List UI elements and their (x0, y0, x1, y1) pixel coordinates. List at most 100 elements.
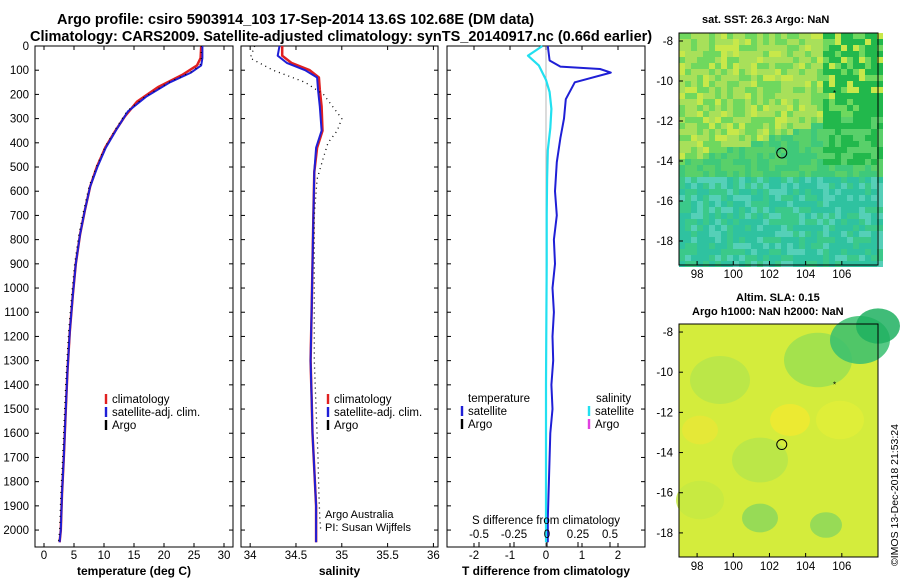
sst-cell (787, 177, 793, 183)
sst-cell (751, 189, 757, 195)
sst-cell (739, 207, 745, 213)
sst-cell (805, 225, 811, 231)
sst-cell (871, 87, 877, 93)
sst-cell (751, 33, 757, 39)
sst-cell (679, 33, 685, 39)
sst-cell (751, 141, 757, 147)
sst-cell (691, 99, 697, 105)
sst-cell (745, 135, 751, 141)
legend-salinity-title: salinity (596, 393, 631, 405)
sst-cell (709, 243, 715, 249)
sst-cell (799, 33, 805, 39)
sst-cell (685, 255, 691, 261)
sst-cell (751, 249, 757, 255)
sst-cell (805, 201, 811, 207)
sst-cell (787, 117, 793, 123)
sst-cell (715, 153, 721, 159)
sst-cell (829, 249, 835, 255)
sst-cell (829, 153, 835, 159)
panel-frame-2 (240, 45, 439, 548)
sst-cell (805, 219, 811, 225)
sst-cell (769, 243, 775, 249)
sst-cell (823, 87, 829, 93)
sst-cell (721, 231, 727, 237)
sst-cell (703, 87, 709, 93)
sst-cell (799, 243, 805, 249)
sst-cell (781, 141, 787, 147)
sst-cell (835, 171, 841, 177)
sst-cell (691, 171, 697, 177)
sst-cell (721, 87, 727, 93)
sst-cell (841, 207, 847, 213)
sst-cell (817, 201, 823, 207)
sst-cell (751, 165, 757, 171)
sst-cell (733, 117, 739, 123)
sst-cell (775, 111, 781, 117)
sst-cell (877, 105, 883, 111)
sst-cell (733, 225, 739, 231)
sst-cell (799, 207, 805, 213)
sst-cell (853, 201, 859, 207)
sst-cell (805, 171, 811, 177)
sst-cell (757, 201, 763, 207)
sst-cell (835, 123, 841, 129)
sst-cell (781, 225, 787, 231)
sst-cell (829, 81, 835, 87)
sst-cell (769, 219, 775, 225)
legend-sal-climatology-label: climatology (334, 394, 392, 406)
sst-cell (787, 207, 793, 213)
sst-cell (787, 189, 793, 195)
sst-cell (811, 69, 817, 75)
sst-cell (757, 243, 763, 249)
sst-cell (865, 225, 871, 231)
depth-tick-label: 1500 (3, 404, 29, 416)
sst-cell (757, 219, 763, 225)
sst-cell (691, 159, 697, 165)
sst-cell (865, 123, 871, 129)
sst-cell (847, 189, 853, 195)
sst-cell (715, 201, 721, 207)
sst-cell (847, 195, 853, 201)
sst-cell (721, 81, 727, 87)
sst-cell (751, 105, 757, 111)
sst-cell (727, 153, 733, 159)
sst-cell (721, 237, 727, 243)
sst-cell (691, 165, 697, 171)
sst-cell (769, 69, 775, 75)
sst-cell (733, 141, 739, 147)
sst-cell (847, 159, 853, 165)
sst-cell (685, 207, 691, 213)
sst-cell (757, 117, 763, 123)
sst-cell (757, 69, 763, 75)
sst-cell (847, 255, 853, 261)
sst-cell (865, 213, 871, 219)
sst-cell (817, 123, 823, 129)
sst-cell (841, 171, 847, 177)
sst-cell (739, 117, 745, 123)
sst-cell (793, 141, 799, 147)
sst-cell (877, 219, 883, 225)
sst-cell (817, 117, 823, 123)
sst-cell (691, 201, 697, 207)
sst-cell (757, 225, 763, 231)
sst-cell (859, 183, 865, 189)
sst-cell (757, 123, 763, 129)
sst-cell (775, 159, 781, 165)
sst-cell (715, 105, 721, 111)
sst-cell (835, 213, 841, 219)
sst-cell (739, 183, 745, 189)
sst-cell (721, 171, 727, 177)
sst-cell (793, 189, 799, 195)
sst-cell (739, 129, 745, 135)
sst-cell (787, 135, 793, 141)
sla-blob (676, 480, 724, 520)
sst-cell (775, 183, 781, 189)
sst-cell (871, 165, 877, 171)
sst-cell (853, 45, 859, 51)
sst-cell (775, 255, 781, 261)
sst-cell (805, 111, 811, 117)
sst-cell (847, 117, 853, 123)
sst-cell (871, 243, 877, 249)
sst-cell (781, 243, 787, 249)
sst-cell (823, 33, 829, 39)
